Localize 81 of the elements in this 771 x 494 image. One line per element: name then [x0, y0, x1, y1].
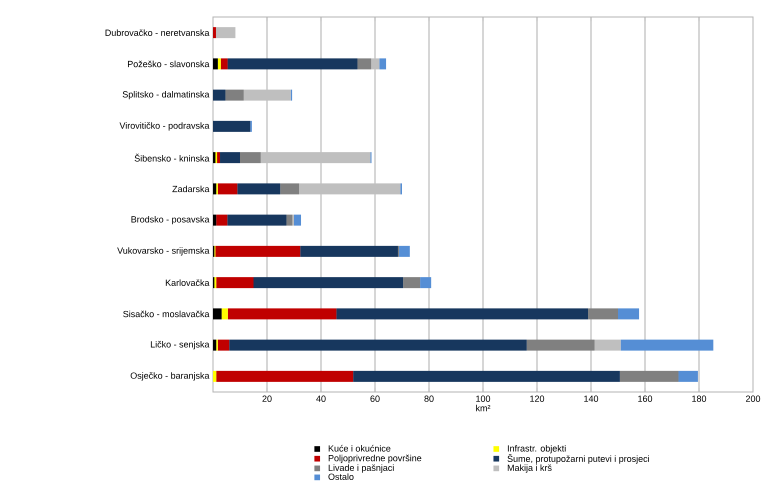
x-tick-label: 80	[424, 396, 434, 402]
y-tick-label: Ličko - senjska	[150, 340, 210, 350]
bar	[399, 246, 410, 257]
bar	[294, 214, 302, 226]
x-axis-title: km²	[476, 404, 490, 412]
y-tick-label: Šibensko - kninska	[134, 154, 210, 162]
x-tick-label: 40	[316, 396, 326, 402]
bar	[213, 27, 216, 38]
bar	[420, 277, 432, 288]
x-tick-label: 160	[638, 396, 652, 402]
legend-label: Kuće i okućnice	[328, 444, 390, 452]
bar	[216, 370, 354, 382]
bar	[526, 340, 595, 351]
bar	[218, 58, 221, 70]
x-tick-label: 60	[370, 396, 380, 402]
bar	[218, 340, 230, 351]
bar	[353, 370, 620, 382]
bar	[213, 90, 226, 101]
bar	[244, 90, 291, 101]
bar	[217, 152, 220, 164]
y-tick-label: Sisačko - moslavačka	[123, 310, 210, 318]
bar	[213, 120, 250, 132]
bar	[594, 340, 621, 351]
bar	[379, 58, 386, 70]
bar	[216, 214, 228, 226]
bar	[254, 277, 404, 288]
y-tick-label: Splitsko - dalmatinska	[122, 90, 210, 100]
bar	[299, 183, 400, 194]
bar	[620, 370, 678, 382]
y-tick-label: Osječko - baranjska	[130, 372, 210, 381]
bar	[240, 152, 261, 164]
y-tick-label: Zadarska	[172, 186, 210, 192]
bar	[227, 214, 286, 226]
bar	[618, 308, 640, 320]
bar	[280, 183, 300, 194]
bar	[371, 58, 380, 70]
bar	[403, 277, 420, 288]
y-tick-label: Virovitičko - podravska	[119, 122, 210, 131]
x-tick-label: 100	[476, 396, 490, 402]
bar	[222, 308, 228, 320]
x-tick-label: 120	[530, 396, 544, 402]
legend-label: Poljoprivredne površine	[328, 454, 422, 464]
legend-label: Šume, protupožarni putevi i prosjeci	[507, 454, 650, 464]
bar	[678, 370, 698, 382]
bar	[229, 340, 527, 351]
bar	[213, 370, 216, 382]
legend-label: Makija i krš	[508, 464, 552, 473]
bar	[286, 214, 292, 226]
bar	[215, 246, 300, 257]
bar	[260, 152, 370, 164]
bar	[300, 246, 398, 257]
y-tick-label: Brodsko - posavska	[131, 216, 210, 224]
y-tick-label: Vukovarsko - srijemska	[117, 247, 210, 256]
y-tick-label: Požeško - slavonska	[128, 60, 210, 68]
x-tick-label: 180	[692, 396, 706, 402]
bar	[336, 308, 588, 320]
bar	[213, 214, 216, 226]
bar	[213, 58, 218, 70]
bar	[620, 340, 714, 351]
y-tick-label: Dubrovačko - neretvanska	[106, 29, 210, 36]
bar	[213, 308, 222, 320]
legend-label: Livade i pašnjaci	[328, 464, 394, 473]
x-tick-label: 20	[262, 396, 272, 402]
bar	[588, 308, 618, 320]
bar	[237, 183, 280, 194]
bar	[225, 90, 244, 101]
x-tick-label: 200	[746, 396, 760, 402]
bar	[220, 58, 228, 70]
bar	[228, 308, 336, 320]
x-tick-label: 140	[584, 396, 598, 402]
legend-label: Ostalo	[328, 473, 354, 480]
bar	[220, 152, 240, 164]
y-tick-label: Karlovačka	[166, 279, 210, 286]
bar	[357, 58, 372, 70]
legend-label: Infrastr. objekti	[508, 444, 566, 454]
bar	[216, 277, 254, 288]
bar	[218, 183, 238, 194]
bar	[216, 27, 236, 38]
bar	[228, 58, 358, 70]
bar	[213, 183, 216, 194]
bar	[213, 340, 216, 351]
